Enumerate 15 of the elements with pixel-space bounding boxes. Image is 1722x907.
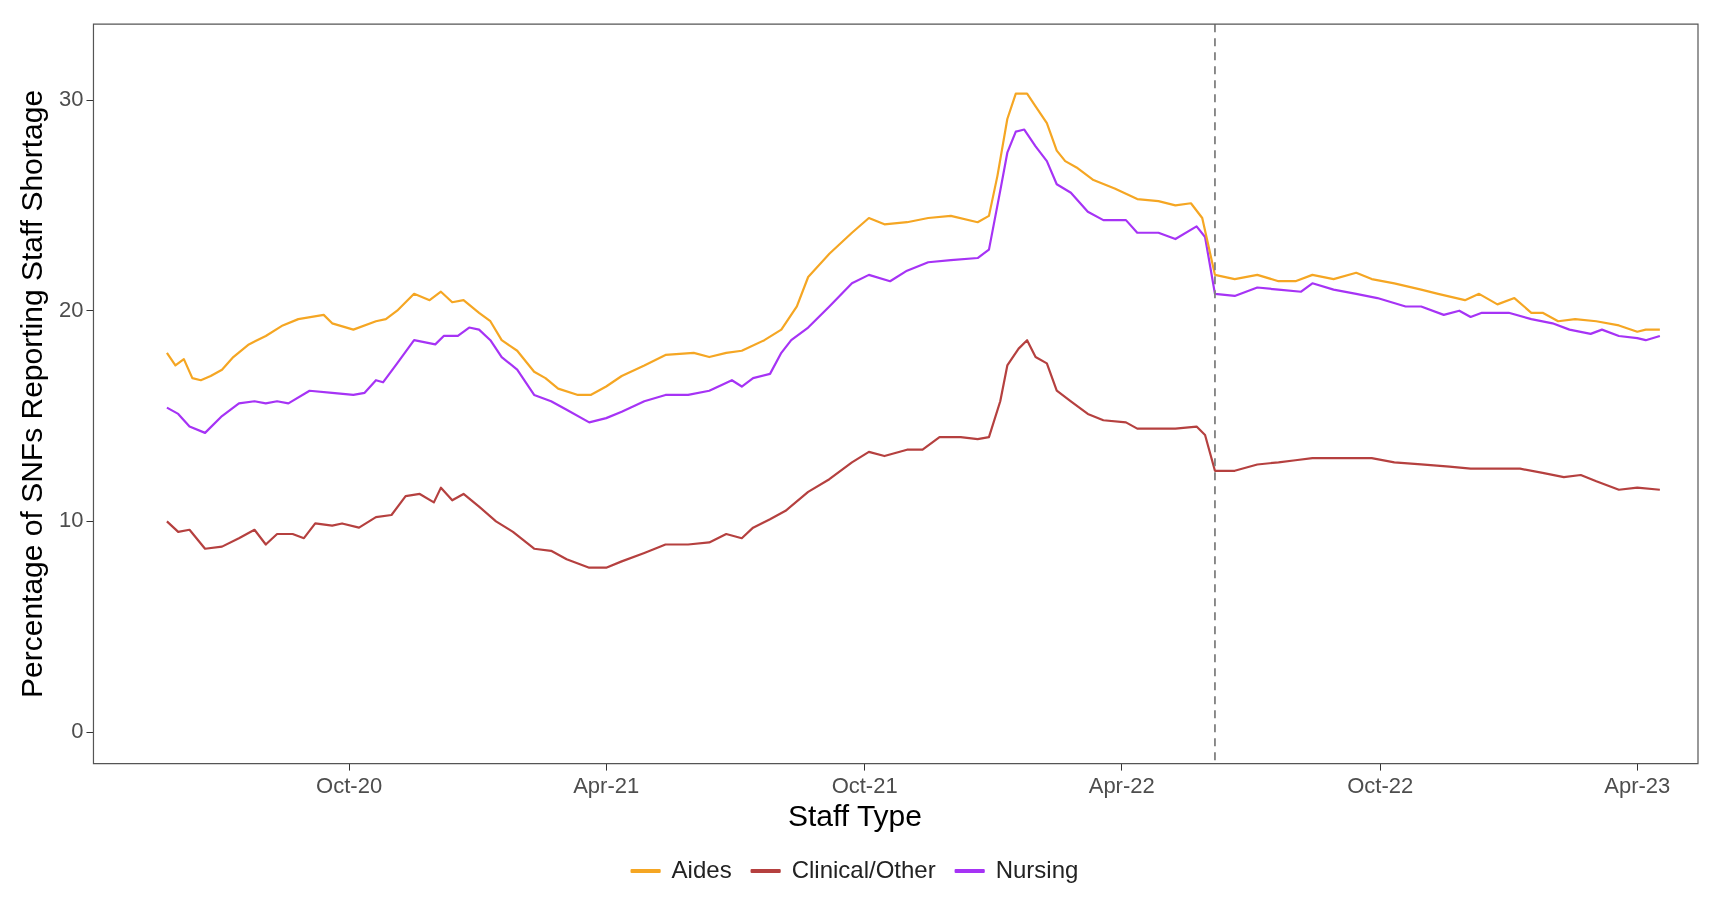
y-axis-title: Percentage of SNFs Reporting Staff Shortage bbox=[15, 89, 49, 698]
y-tick-label: 0 bbox=[71, 718, 84, 744]
y-tick-label: 20 bbox=[58, 296, 84, 322]
x-tick-label: Apr-21 bbox=[573, 772, 640, 798]
legend-title: Staff Type bbox=[788, 799, 922, 833]
legend-label: Clinical/Other bbox=[791, 855, 936, 883]
x-tick-label: Apr-23 bbox=[1604, 772, 1671, 798]
legend-label: Aides bbox=[671, 855, 732, 883]
x-tick-label: Oct-20 bbox=[316, 772, 383, 798]
y-tick-label: 30 bbox=[58, 86, 84, 112]
x-tick-label: Oct-22 bbox=[1347, 772, 1414, 798]
x-tick-label: Apr-22 bbox=[1088, 772, 1155, 798]
y-tick-label: 10 bbox=[58, 507, 84, 533]
x-tick-label: Oct-21 bbox=[831, 772, 898, 798]
legend-label: Nursing bbox=[995, 855, 1079, 883]
